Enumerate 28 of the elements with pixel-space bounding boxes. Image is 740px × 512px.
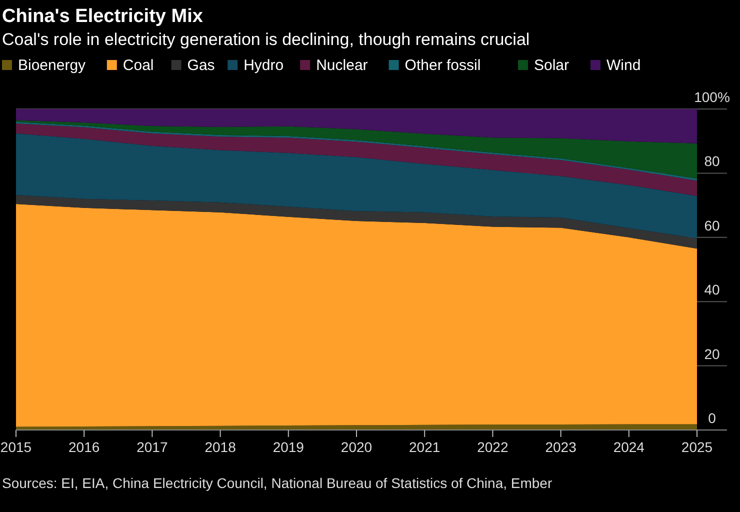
x-tick-label: 2019 <box>272 439 304 455</box>
y-tick-label: 60 <box>704 217 720 234</box>
legend-label: Wind <box>606 57 641 74</box>
y-tick-label: 20 <box>704 346 720 362</box>
y-tick-label: 0 <box>708 410 716 426</box>
chart-subtitle: Coal's role in electricity generation is declining, though remains crucial <box>2 30 530 49</box>
x-tick-label: 2024 <box>613 439 645 455</box>
x-tick-label: 2020 <box>340 439 372 455</box>
legend-label: Nuclear <box>316 57 368 74</box>
y-tick-label: 80 <box>704 153 720 170</box>
legend-label: Solar <box>534 57 570 74</box>
legend-label: Hydro <box>244 57 284 74</box>
x-tick-label: 2018 <box>204 439 236 455</box>
legend-label: Gas <box>187 57 215 74</box>
legend-label: Other fossil <box>404 57 481 74</box>
x-tick-label: 2015 <box>0 439 32 455</box>
x-tick-label: 2021 <box>409 439 440 455</box>
legend-label: Coal <box>122 57 154 74</box>
chart-title: China's Electricity Mix <box>2 6 204 27</box>
y-tick-label: 40 <box>704 282 720 298</box>
source-note: Sources: EI, EIA, China Electricity Council, National Bureau of Statistics of China, Ember <box>2 475 552 491</box>
x-tick-label: 2017 <box>136 439 168 455</box>
legend-label: Bioenergy <box>18 57 86 74</box>
x-tick-label: 2025 <box>681 439 713 455</box>
x-tick-label: 2022 <box>477 439 508 455</box>
x-tick-label: 2023 <box>545 439 577 455</box>
x-tick-label: 2016 <box>68 439 100 455</box>
y-tick-label: 100% <box>694 89 730 105</box>
